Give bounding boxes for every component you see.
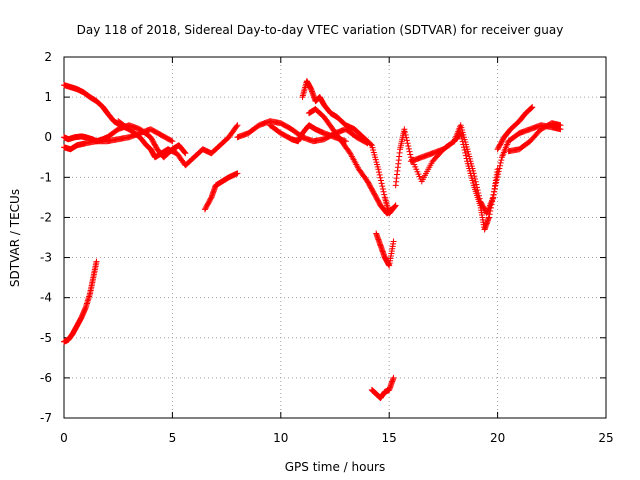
data-point-fill (489, 198, 496, 205)
data-point-fill (488, 201, 495, 208)
data-point-fill (472, 178, 479, 185)
data-point-fill (181, 149, 188, 156)
data-point (234, 122, 241, 129)
data-point-fill (460, 141, 467, 148)
data-point-fill (367, 141, 374, 148)
data-point-fill (493, 179, 500, 186)
data-point-fill (380, 188, 387, 195)
data-point-fill (392, 203, 399, 210)
data-point (390, 238, 397, 245)
y-tick-label: -3 (40, 251, 52, 265)
data-point-fill (487, 204, 494, 211)
chart-title: Day 118 of 2018, Sidereal Day-to-day VTE… (77, 23, 564, 37)
data-point-fill (377, 177, 384, 184)
data-point-fill (527, 105, 534, 112)
data-point-fill (407, 151, 414, 158)
data-point-fill (406, 148, 413, 155)
data-point-fill (379, 183, 386, 190)
y-tick-label: -2 (40, 210, 52, 224)
data-point (234, 170, 241, 177)
data-point-fill (491, 185, 498, 192)
data-point (529, 104, 536, 111)
data-point-fill (489, 195, 496, 202)
data-point-fill (402, 129, 409, 136)
data-point-fill (379, 185, 386, 192)
data-point-fill (376, 169, 383, 176)
data-point-fill (459, 135, 466, 142)
data-point-fill (377, 174, 384, 181)
data-point (375, 166, 382, 173)
data-point-fill (403, 137, 410, 144)
y-tick-label: 2 (44, 50, 52, 64)
y-tick-label: -7 (40, 411, 52, 425)
data-point-fill (496, 162, 503, 169)
data-point-fill (487, 208, 494, 215)
x-tick-label: 0 (60, 431, 68, 445)
data-point (388, 206, 395, 213)
y-tick-label: 1 (44, 90, 52, 104)
x-tick-label: 20 (490, 431, 505, 445)
data-point (401, 126, 408, 133)
data-point-fill (490, 191, 497, 198)
data-point (492, 182, 499, 189)
data-point-fill (462, 149, 469, 156)
data-point-fill (528, 104, 535, 111)
grid (64, 57, 606, 418)
data-point-fill (461, 147, 468, 154)
data-point-fill (463, 155, 470, 162)
data-point (557, 126, 564, 133)
x-tick-label: 10 (273, 431, 288, 445)
data-point-fill (496, 165, 503, 172)
data-point-fill (458, 133, 465, 140)
data-point-fill (404, 140, 411, 147)
data-point-fill (403, 134, 410, 141)
data-point (457, 130, 464, 137)
x-tick-label: 5 (169, 431, 177, 445)
data-point-fill (493, 176, 500, 183)
data-point-fill (491, 188, 498, 195)
data-point (182, 150, 189, 157)
data-point-fill (497, 159, 504, 166)
data-point-fill (405, 145, 412, 152)
x-axis-label: GPS time / hours (285, 460, 386, 474)
x-tick-label: 15 (382, 431, 397, 445)
data-point-fill (498, 157, 505, 164)
data-marks (61, 78, 564, 401)
data-point-fill (378, 180, 385, 187)
data-point-fill (460, 144, 467, 151)
data-point-fill (495, 171, 502, 178)
y-tick-label: 0 (44, 130, 52, 144)
data-point-fill (168, 137, 175, 144)
data-point (392, 202, 399, 209)
y-tick-label: -1 (40, 170, 52, 184)
data-point-fill (402, 131, 409, 138)
data-point-fill (486, 211, 493, 218)
y-tick-label: -6 (40, 371, 52, 385)
data-point-fill (494, 173, 501, 180)
data-point-fill (381, 191, 388, 198)
data-point-fill (495, 168, 502, 175)
data-point-fill (405, 143, 412, 150)
x-tick-label: 25 (598, 431, 613, 445)
y-tick-label: -5 (40, 331, 52, 345)
y-axis-label: SDTVAR / TECUs (8, 189, 22, 287)
data-point (169, 138, 176, 145)
data-point-fill (376, 171, 383, 178)
data-point-fill (459, 138, 466, 145)
plot-frame (63, 56, 607, 419)
data-point (485, 214, 492, 221)
data-point-fill (462, 152, 469, 159)
data-point (93, 258, 100, 265)
data-point-fill (233, 123, 240, 130)
y-tick-label: -4 (40, 291, 52, 305)
data-point (390, 374, 397, 381)
